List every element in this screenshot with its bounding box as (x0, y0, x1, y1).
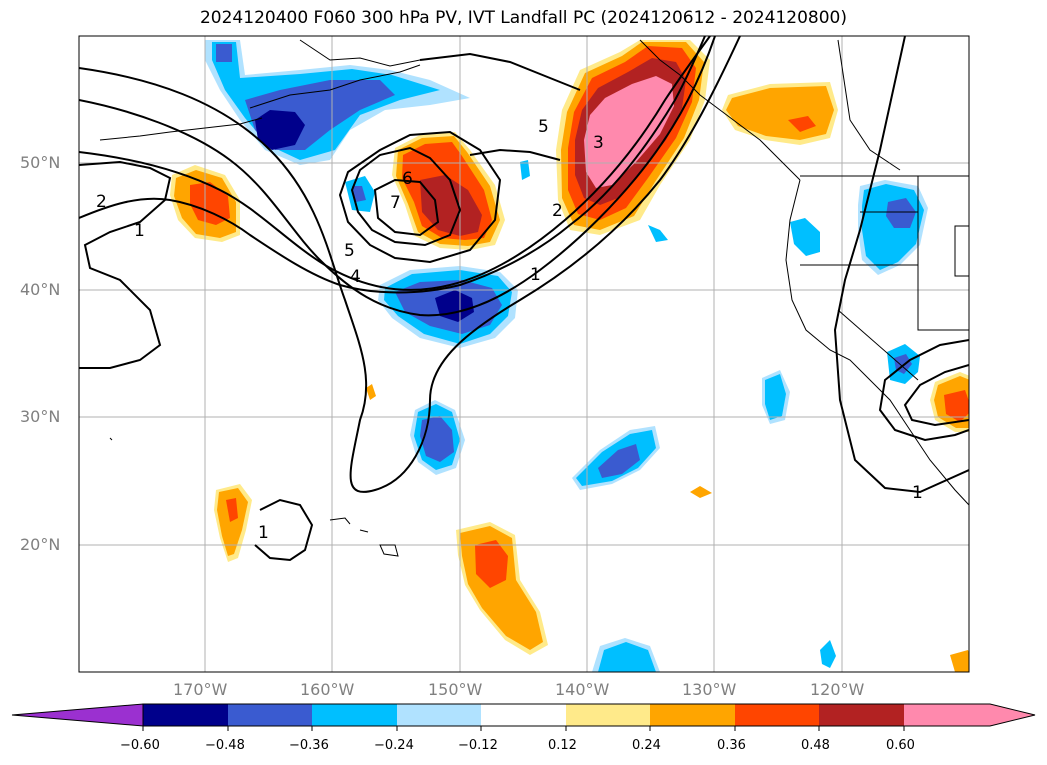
contour-label: 6 (402, 169, 413, 189)
ivt-contours (79, 36, 969, 562)
map-frame (78, 35, 970, 673)
lat-label-30n: 30°N (20, 407, 61, 426)
contour-label: 2 (96, 192, 107, 212)
lon-label-160w: 160°W (300, 680, 355, 699)
graticule (79, 36, 969, 672)
contour-label: 1 (530, 265, 541, 285)
plot-title: 2024120400 F060 300 hPa PV, IVT Landfall… (199, 8, 847, 28)
contour-label: 5 (344, 241, 355, 261)
colorbar-tick-label: 0.60 (886, 738, 915, 753)
lat-label-40n: 40°N (20, 280, 61, 299)
colorbar-tick-label: −0.48 (205, 738, 245, 753)
contour-label: 3 (593, 133, 604, 153)
colorbar-tick-label: 0.24 (632, 738, 661, 753)
lon-label-130w: 130°W (682, 680, 737, 699)
map-layers: 2 1 5 4 6 7 5 3 2 1 1 1 (79, 36, 969, 672)
lat-label-50n: 50°N (20, 153, 61, 172)
colorbar-tick-label: −0.60 (120, 738, 160, 753)
lat-label-20n: 20°N (20, 535, 61, 554)
contour-labels: 2 1 5 4 6 7 5 3 2 1 1 1 (96, 117, 923, 543)
colorbar-tick-label: −0.24 (374, 738, 414, 753)
contour-label: 1 (258, 523, 269, 543)
contour-label: 1 (912, 483, 923, 503)
colorbar-tick-label: 0.12 (548, 738, 577, 753)
colorbar-tick-label: −0.36 (289, 738, 329, 753)
coastlines (99, 39, 969, 557)
map-background (79, 36, 969, 672)
colorbar-tick-label: 0.36 (717, 738, 746, 753)
pv-shading (170, 40, 969, 672)
colorbar (11, 703, 1036, 731)
contour-label: 5 (538, 117, 549, 137)
contour-label: 2 (552, 201, 563, 221)
lon-label-120w: 120°W (810, 680, 865, 699)
lon-label-140w: 140°W (555, 680, 610, 699)
lon-label-170w: 170°W (173, 680, 228, 699)
colorbar-tick-label: 0.48 (801, 738, 830, 753)
contour-label: 1 (134, 221, 145, 241)
contour-label: 7 (390, 193, 401, 213)
contour-label: 4 (350, 267, 361, 287)
colorbar-tick-label: −0.12 (458, 738, 498, 753)
lon-label-150w: 150°W (428, 680, 483, 699)
